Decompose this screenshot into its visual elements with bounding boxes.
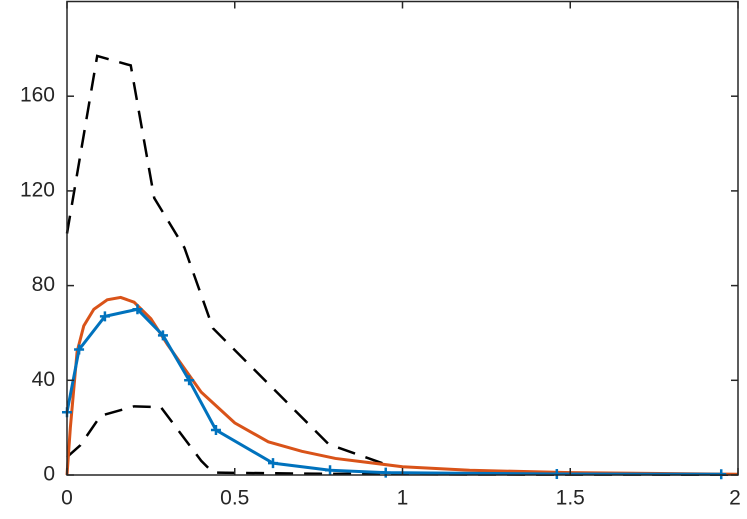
line: [65, 295, 739, 476]
x-tick-label: 1: [397, 487, 409, 510]
y-tick-label: 40: [32, 368, 55, 391]
line: [65, 307, 722, 476]
x-tick-label: 0.5: [220, 487, 249, 510]
x-tick-label: 2: [729, 487, 741, 510]
marker: [210, 425, 221, 436]
marker: [99, 311, 110, 322]
y-tick-label: 160: [20, 84, 55, 107]
y-tick-label: 0: [43, 463, 55, 486]
y-tick-label: 80: [32, 273, 55, 296]
x-tick-label: 1.5: [556, 487, 585, 510]
line: [65, 54, 390, 467]
marker: [132, 304, 143, 315]
marker: [380, 467, 391, 478]
marker: [157, 330, 168, 341]
plot-frame: [66, 0, 739, 476]
marker: [551, 469, 562, 480]
x-tick-label: 0: [61, 487, 73, 510]
marker: [74, 344, 85, 355]
marker: [267, 458, 278, 469]
line: [66, 405, 739, 477]
marker: [325, 465, 336, 476]
marker: [184, 375, 195, 386]
y-tick-label: 120: [20, 178, 55, 201]
